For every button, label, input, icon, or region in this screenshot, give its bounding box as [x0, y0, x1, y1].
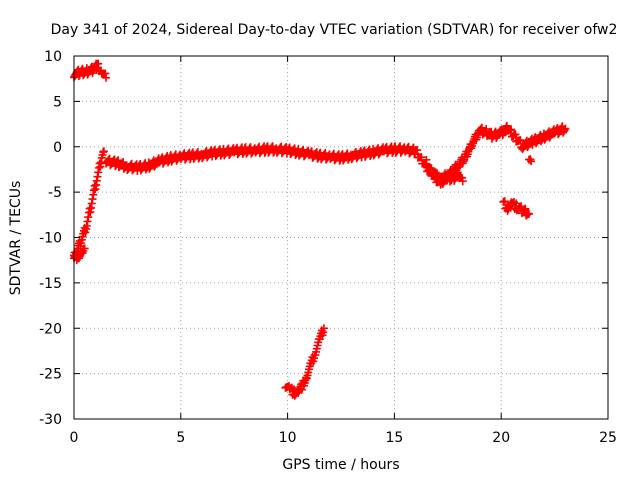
y-axis-label: SDTVAR / TECUs — [8, 181, 24, 296]
series-initial-rise — [70, 147, 108, 262]
x-tick-label: 5 — [176, 430, 185, 446]
data-point-markers — [281, 324, 328, 400]
y-tick-label: 10 — [44, 49, 62, 65]
x-tick-label: 25 — [599, 430, 617, 446]
axis-ticks: 0 5 10 15 20 25 10 5 0 -5 -10 -15 -20 -25 -30 — [39, 49, 617, 446]
y-tick-label: 0 — [53, 140, 62, 156]
series-low-offset-trace — [70, 244, 89, 264]
series-main-trace — [102, 121, 570, 188]
data-point-markers — [102, 121, 570, 188]
series-upper-left-segment — [70, 59, 111, 82]
x-tick-label: 10 — [279, 430, 297, 446]
y-tick-label: 5 — [53, 94, 62, 110]
x-tick-label: 0 — [70, 430, 79, 446]
series-deep-negative-arc — [281, 324, 328, 400]
y-tick-label: -10 — [39, 231, 62, 247]
chart-title: Day 341 of 2024, Sidereal Day-to-day VTE… — [51, 22, 618, 38]
data-point-markers — [70, 244, 89, 264]
data-point-markers — [70, 147, 108, 262]
x-tick-label: 15 — [385, 430, 403, 446]
y-tick-label: -25 — [39, 367, 62, 383]
series-lower-branch-17h — [422, 155, 467, 189]
grid-lines — [74, 56, 608, 419]
y-tick-label: -15 — [39, 276, 62, 292]
data-point-markers — [524, 155, 536, 166]
data-point-markers — [422, 155, 467, 189]
data-point-markers — [499, 197, 533, 220]
y-tick-label: -5 — [48, 185, 62, 201]
y-tick-label: -20 — [39, 321, 62, 337]
series-right-small-segment — [524, 155, 536, 166]
x-axis-label: GPS time / hours — [282, 457, 399, 473]
x-tick-label: 20 — [492, 430, 510, 446]
data-point-markers — [70, 59, 111, 82]
data-points — [70, 59, 570, 400]
y-tick-label: -30 — [39, 412, 62, 428]
series-right-lower-segment — [499, 197, 533, 220]
